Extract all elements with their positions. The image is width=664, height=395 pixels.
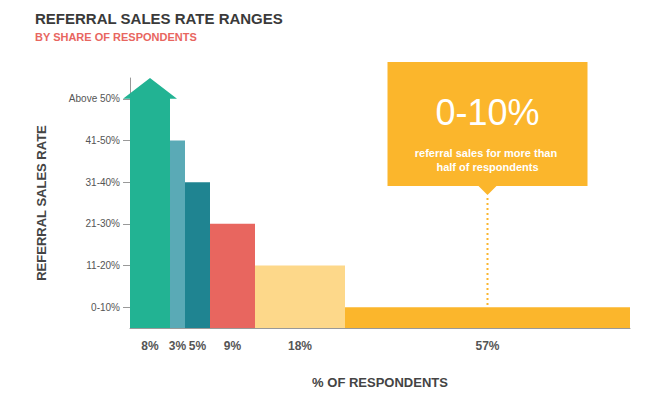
svg-text:REFERRAL SALES RATE RANGES: REFERRAL SALES RATE RANGES bbox=[35, 10, 283, 27]
svg-text:half of respondents: half of respondents bbox=[436, 161, 538, 173]
svg-text:BY SHARE OF RESPONDENTS: BY SHARE OF RESPONDENTS bbox=[35, 31, 197, 43]
svg-text:3%: 3% bbox=[169, 339, 187, 353]
svg-text:REFERRAL SALES RATE: REFERRAL SALES RATE bbox=[34, 125, 49, 281]
svg-text:21-30%: 21-30% bbox=[86, 218, 121, 229]
svg-text:31-40%: 31-40% bbox=[86, 177, 121, 188]
svg-text:11-20%: 11-20% bbox=[86, 260, 120, 271]
svg-text:9%: 9% bbox=[224, 339, 242, 353]
svg-text:18%: 18% bbox=[288, 339, 312, 353]
svg-text:5%: 5% bbox=[189, 339, 207, 353]
svg-text:% OF RESPONDENTS: % OF RESPONDENTS bbox=[312, 375, 448, 390]
svg-text:8%: 8% bbox=[141, 339, 159, 353]
svg-text:0-10%: 0-10% bbox=[91, 302, 120, 313]
svg-text:57%: 57% bbox=[475, 339, 499, 353]
svg-text:41-50%: 41-50% bbox=[86, 135, 121, 146]
svg-text:0-10%: 0-10% bbox=[435, 92, 539, 133]
svg-text:referral sales for more than: referral sales for more than bbox=[415, 147, 561, 159]
svg-text:Above 50%: Above 50% bbox=[69, 93, 120, 104]
